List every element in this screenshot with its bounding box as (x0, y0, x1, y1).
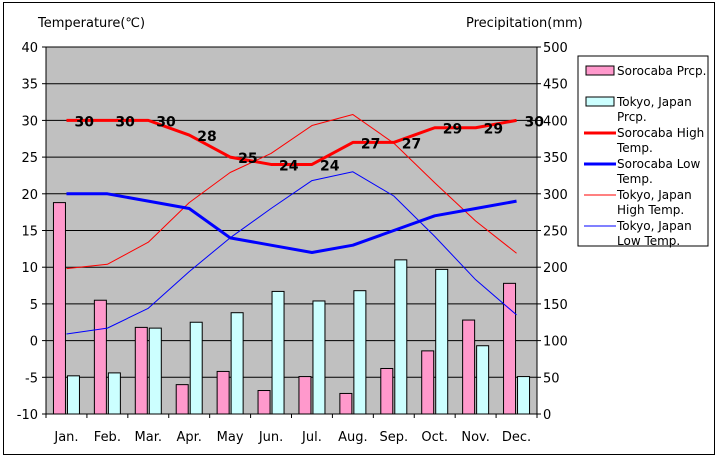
bar-sorocaba-prcp (380, 367, 394, 415)
left-axis-title: Temperature(℃) (37, 16, 145, 31)
x-tick-label: Nov. (461, 430, 490, 445)
y-left-tick-label: 20 (21, 188, 38, 203)
y-left-tick-label: 30 (21, 114, 38, 129)
data-label: 29 (484, 122, 503, 138)
bar-tokyo-prcp (517, 376, 531, 415)
data-label: 27 (361, 136, 380, 152)
data-label: 25 (238, 151, 257, 167)
bar-tokyo-prcp (394, 259, 408, 415)
y-left-tick-label: -10 (17, 408, 38, 423)
bar-sorocaba-prcp (216, 370, 230, 415)
bar-tokyo-prcp (435, 268, 449, 415)
bar-tokyo-prcp (148, 327, 162, 415)
bar-tokyo-prcp (107, 372, 121, 415)
bar-sorocaba-prcp (298, 376, 312, 415)
right-axis-title: Precipitation(mm) (466, 16, 583, 31)
x-tick-label: Mar. (135, 430, 162, 445)
x-tick-label: Feb. (94, 430, 121, 445)
legend-box (577, 55, 709, 247)
legend-label: Tokyo, Japan Prcp. (616, 95, 692, 124)
bar-tokyo-prcp (476, 345, 490, 415)
data-label: 30 (115, 114, 135, 130)
legend-label: Sorocaba Prcp. (617, 64, 706, 78)
line-sorocaba-low-temp (66, 192, 517, 255)
y-left-tick-label: 0 (30, 335, 38, 350)
data-label: 30 (525, 114, 545, 130)
y-right-tick-label: 100 (543, 335, 568, 350)
y-right-tick-label: 50 (543, 371, 560, 386)
data-label: 30 (74, 114, 94, 130)
x-tick-label: Jun. (258, 430, 283, 445)
x-tick-label: Apr. (176, 430, 201, 445)
x-tick-label: Oct. (421, 430, 448, 445)
bar-sorocaba-prcp (93, 299, 107, 415)
bar-tokyo-prcp (189, 321, 203, 415)
data-label: 27 (402, 136, 421, 152)
y-left-tick-label: 35 (21, 78, 38, 93)
y-left-tick-label: 40 (21, 41, 38, 56)
y-right-tick-label: 0 (543, 408, 551, 423)
data-label: 24 (279, 158, 299, 174)
y-right-tick-label: 300 (543, 188, 568, 203)
legend-label: Tokyo, Japan Low Temp. (616, 219, 692, 248)
y-right-tick-label: 450 (543, 78, 568, 93)
legend-swatch (585, 96, 615, 107)
data-label: 24 (320, 158, 340, 174)
legend-label: Sorocaba High Temp. (616, 126, 704, 155)
line-sorocaba-high-temp (66, 118, 517, 166)
bar-sorocaba-prcp (52, 202, 66, 415)
bar-sorocaba-prcp (134, 326, 148, 415)
bar-tokyo-prcp (271, 290, 285, 415)
y-left-tick-label: 10 (21, 261, 38, 276)
y-left-tick-label: 15 (21, 225, 38, 240)
y-left-tick-label: -5 (25, 371, 38, 386)
x-tick-label: Jan. (53, 430, 78, 445)
data-label: 28 (197, 129, 216, 145)
y-right-tick-label: 350 (543, 151, 568, 166)
bar-sorocaba-prcp (462, 319, 476, 415)
axes: -10-505101520253035400501001502002503003… (17, 41, 568, 445)
y-right-tick-label: 150 (543, 298, 568, 313)
bar-tokyo-prcp (230, 312, 244, 415)
x-tick-label: Jul. (301, 430, 322, 445)
y-right-tick-label: 400 (543, 114, 568, 129)
bar-tokyo-prcp (312, 300, 326, 415)
data-labels: 30 30 30 28 25 24 24 27 27 29 29 30 (74, 114, 544, 174)
y-right-tick-label: 250 (543, 225, 568, 240)
y-left-tick-label: 5 (30, 298, 38, 313)
line-tokyo-japan-low-temp (66, 171, 517, 335)
x-tick-label: Aug. (338, 430, 368, 445)
bar-sorocaba-prcp (339, 392, 353, 415)
x-tick-label: Sep. (379, 430, 408, 445)
bar-tokyo-prcp (66, 375, 80, 415)
bar-sorocaba-prcp (175, 384, 189, 415)
precipitation-bars (52, 202, 531, 415)
data-label: 29 (443, 122, 462, 138)
legend-label: Tokyo, Japan High Temp. (616, 188, 692, 217)
bar-sorocaba-prcp (421, 350, 435, 415)
x-tick-label: May (217, 430, 244, 445)
temperature-lines (66, 114, 517, 335)
bar-sorocaba-prcp (503, 282, 517, 415)
bar-sorocaba-prcp (257, 390, 271, 415)
y-right-tick-label: 200 (543, 261, 568, 276)
x-tick-label: Dec. (502, 430, 531, 445)
data-label: 30 (156, 114, 176, 130)
legend-swatch (585, 65, 615, 76)
y-right-tick-label: 500 (543, 41, 568, 56)
bar-tokyo-prcp (353, 290, 367, 415)
line-tokyo-japan-high-temp (66, 114, 517, 270)
legend: Sorocaba Prcp.Tokyo, Japan Prcp.Sorocaba … (577, 55, 709, 248)
y-left-tick-label: 25 (21, 151, 38, 166)
legend-label: Sorocaba Low Temp. (616, 157, 701, 186)
